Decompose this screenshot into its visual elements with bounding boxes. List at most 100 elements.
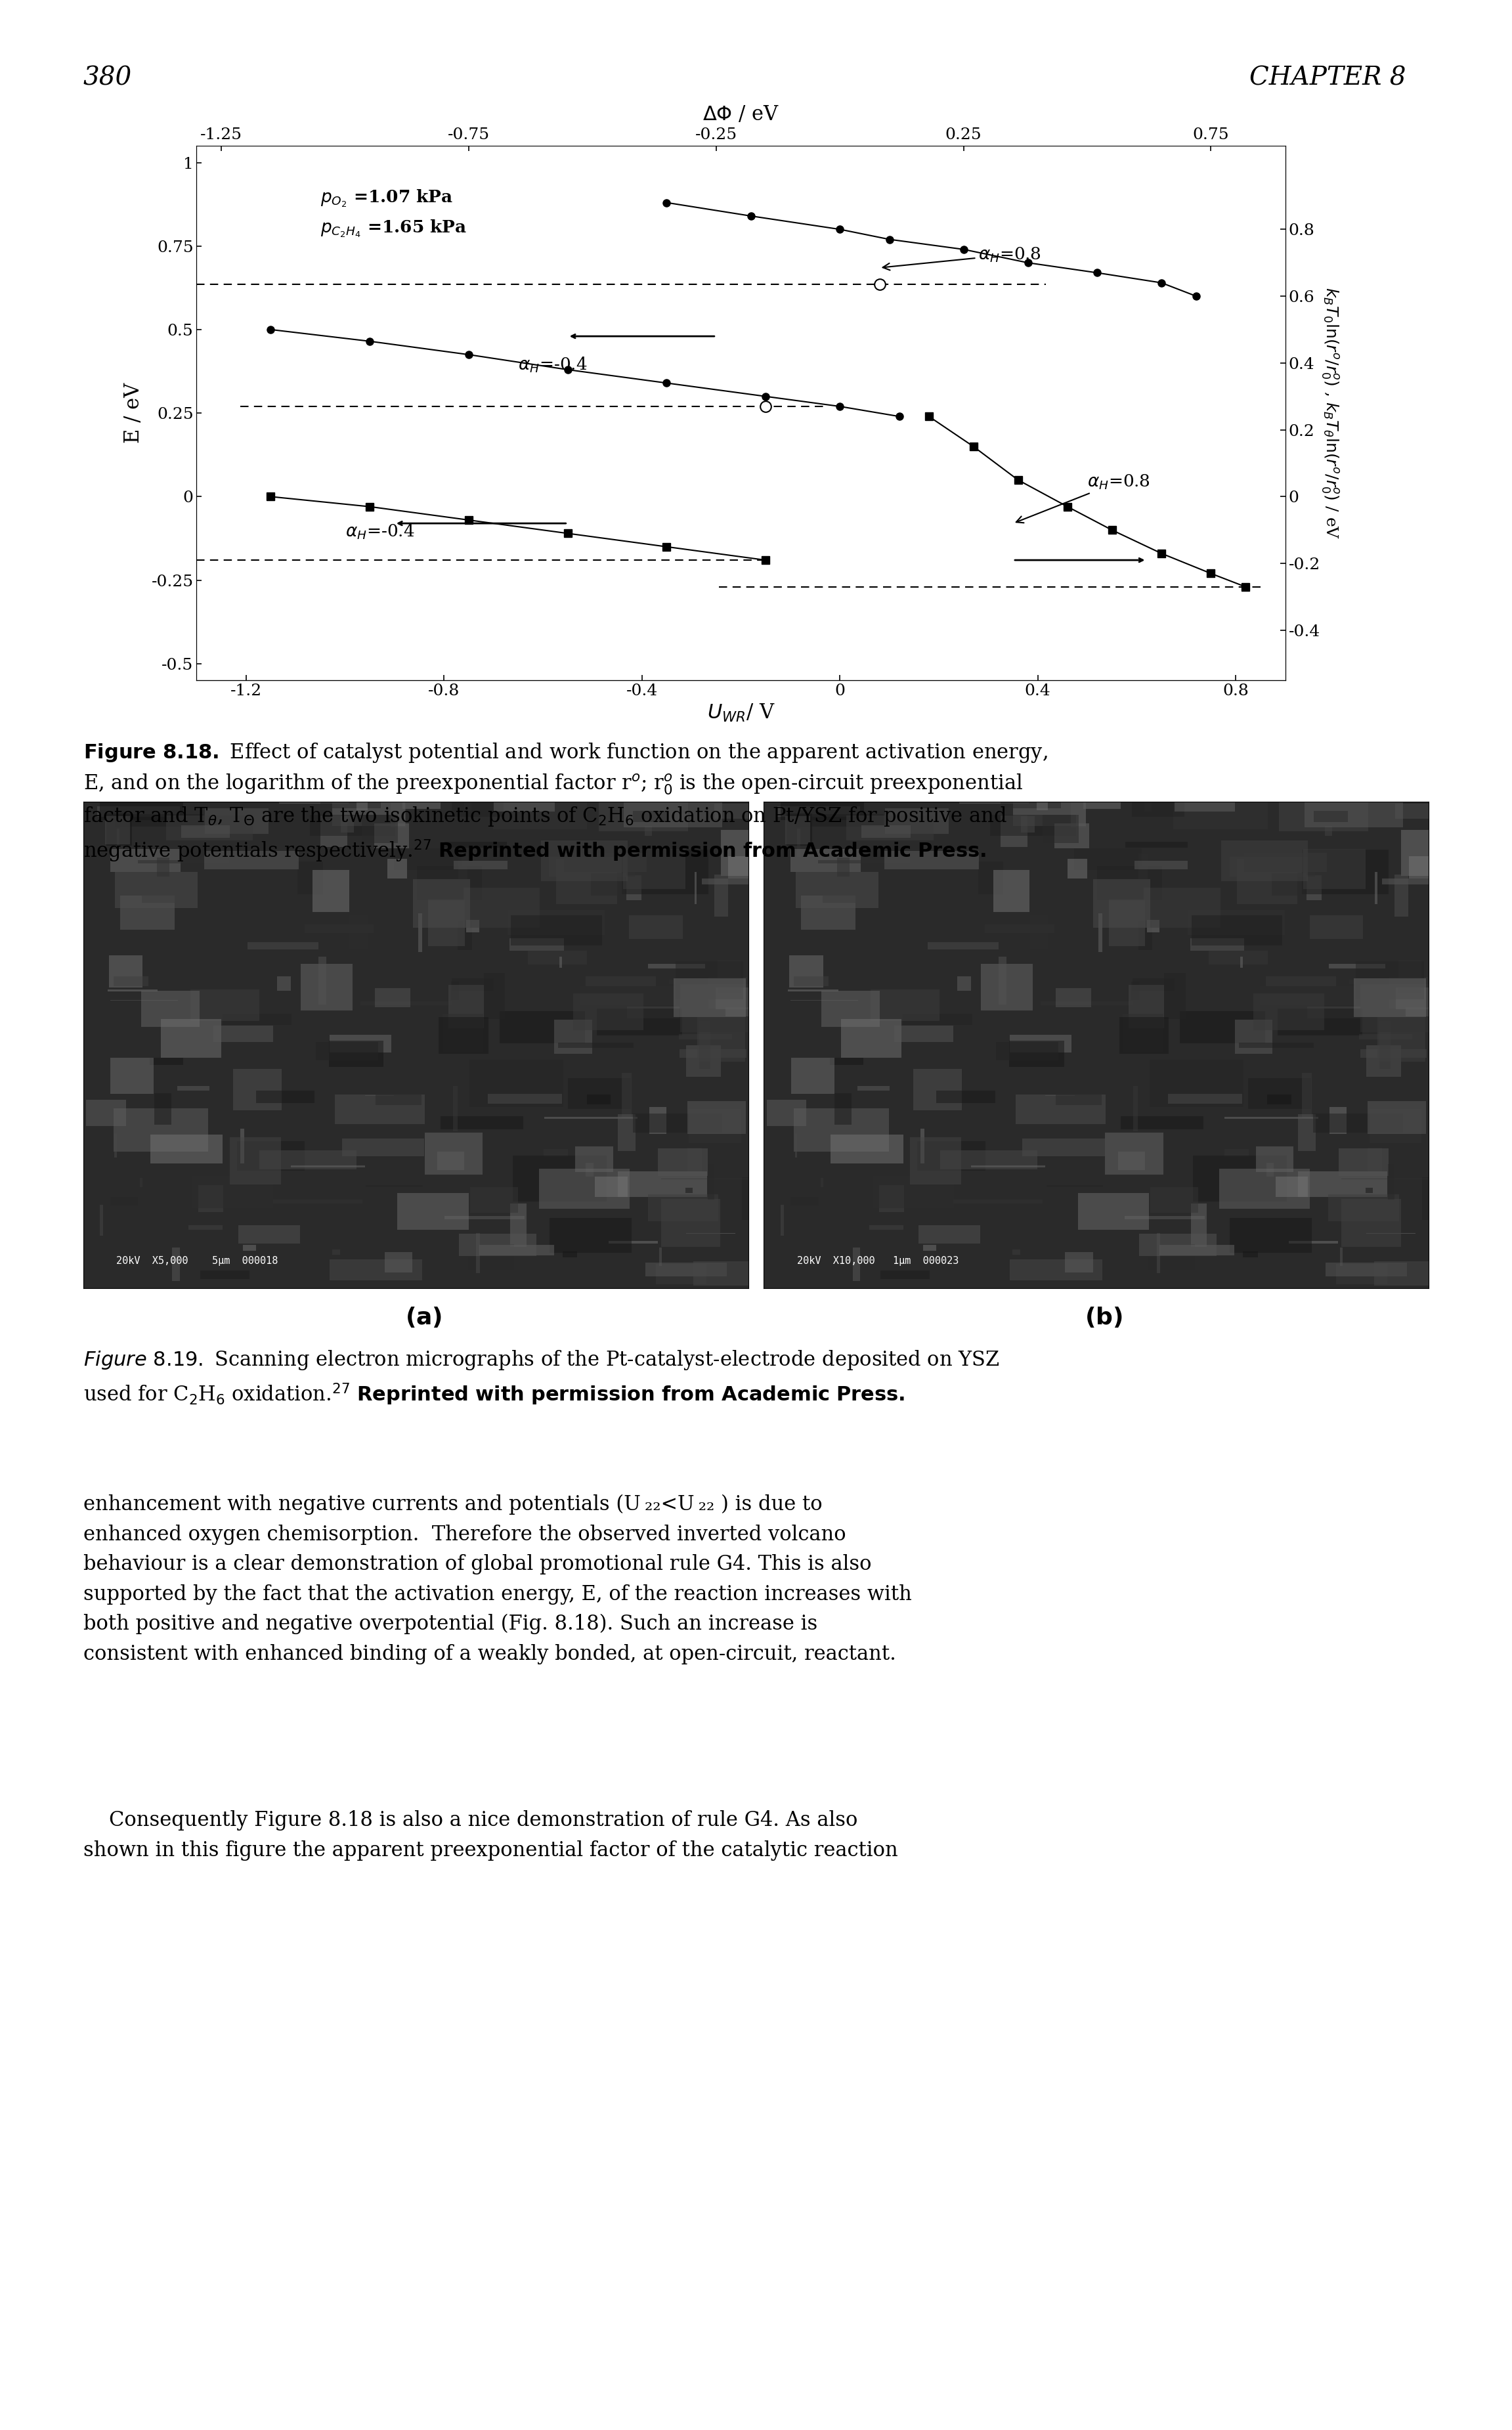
Bar: [1374, 1261, 1471, 1285]
Bar: [1379, 1021, 1391, 1069]
Bar: [304, 926, 373, 933]
Bar: [1306, 875, 1321, 899]
Bar: [100, 1205, 103, 1234]
Bar: [1120, 1115, 1204, 1130]
Text: Consequently Figure 8.18 is also a nice demonstration of rule G4. As also
shown : Consequently Figure 8.18 is also a nice …: [83, 1810, 898, 1861]
Text: $\bf{Figure\ 8.18.}$ Effect of catalyst potential and work function on the appar: $\bf{Figure\ 8.18.}$ Effect of catalyst …: [83, 741, 1048, 865]
Bar: [470, 1059, 564, 1108]
Bar: [1377, 1016, 1426, 1062]
Bar: [460, 1234, 537, 1256]
Bar: [1157, 1232, 1160, 1273]
Bar: [230, 1137, 281, 1183]
Bar: [885, 850, 978, 870]
Bar: [1131, 982, 1140, 999]
Bar: [1235, 1021, 1273, 1055]
Bar: [789, 955, 823, 987]
Bar: [1353, 979, 1426, 1018]
Bar: [928, 943, 999, 950]
Bar: [1151, 1059, 1244, 1108]
Bar: [1099, 914, 1102, 953]
Bar: [191, 989, 259, 1021]
Bar: [1272, 872, 1306, 897]
Bar: [1370, 1108, 1421, 1142]
Bar: [333, 1249, 340, 1254]
Bar: [1146, 921, 1160, 933]
Bar: [715, 987, 779, 1008]
Bar: [1123, 1013, 1164, 1052]
Bar: [1326, 1264, 1408, 1276]
Bar: [1243, 1251, 1258, 1259]
Bar: [918, 1225, 980, 1244]
Bar: [1055, 1091, 1102, 1106]
Bar: [1394, 875, 1409, 916]
Bar: [222, 1013, 292, 1025]
Bar: [830, 1135, 903, 1164]
Bar: [1134, 1086, 1139, 1130]
Bar: [692, 870, 736, 875]
Bar: [659, 1247, 662, 1266]
Bar: [924, 1244, 936, 1251]
Bar: [1314, 812, 1347, 821]
Bar: [835, 1094, 851, 1125]
Bar: [198, 1186, 224, 1213]
Bar: [978, 860, 1004, 894]
Bar: [658, 1149, 708, 1176]
Bar: [510, 938, 564, 950]
Bar: [1173, 787, 1267, 829]
Bar: [428, 899, 464, 945]
Bar: [458, 853, 467, 880]
Text: $p_{O_2}$ =1.07 kPa: $p_{O_2}$ =1.07 kPa: [321, 187, 454, 209]
Bar: [86, 1101, 125, 1125]
Text: CHAPTER 8: CHAPTER 8: [1249, 66, 1406, 90]
Bar: [1190, 938, 1244, 950]
Bar: [661, 1198, 720, 1247]
Bar: [466, 921, 479, 933]
Bar: [141, 1179, 142, 1186]
Bar: [785, 816, 810, 843]
Bar: [718, 960, 741, 994]
Bar: [1119, 1016, 1169, 1055]
Bar: [748, 765, 804, 804]
Bar: [1132, 979, 1175, 991]
Bar: [903, 1013, 972, 1025]
Bar: [121, 894, 175, 931]
Bar: [544, 1149, 569, 1157]
Bar: [110, 848, 180, 872]
Bar: [1373, 870, 1417, 875]
Bar: [454, 860, 508, 870]
Bar: [742, 1176, 794, 1220]
Bar: [1302, 850, 1388, 894]
Bar: [599, 802, 688, 831]
Bar: [1244, 853, 1328, 872]
Bar: [1193, 1154, 1287, 1203]
Bar: [1238, 1042, 1314, 1047]
Bar: [1064, 1251, 1093, 1273]
Bar: [1276, 1176, 1308, 1198]
Bar: [1016, 1094, 1105, 1125]
Text: $\alpha_H$=-0.4: $\alpha_H$=-0.4: [519, 355, 588, 374]
Bar: [213, 1025, 274, 1042]
Bar: [1179, 1011, 1266, 1042]
Bar: [585, 977, 656, 987]
Bar: [780, 1205, 783, 1234]
Bar: [373, 824, 408, 848]
Bar: [513, 1154, 606, 1203]
Bar: [138, 860, 230, 863]
Bar: [791, 848, 860, 872]
Bar: [1219, 1169, 1309, 1208]
Bar: [452, 979, 494, 991]
Bar: [998, 957, 1007, 1004]
Bar: [1303, 848, 1365, 889]
Bar: [699, 1021, 711, 1069]
Bar: [1139, 921, 1152, 950]
Bar: [1266, 977, 1337, 987]
Bar: [960, 785, 1030, 804]
Bar: [1083, 773, 1120, 809]
Bar: [437, 1152, 464, 1171]
Bar: [384, 1251, 413, 1273]
Bar: [104, 816, 130, 843]
Bar: [1070, 799, 1086, 829]
Bar: [623, 848, 685, 889]
Bar: [871, 989, 939, 1021]
Bar: [668, 979, 699, 984]
